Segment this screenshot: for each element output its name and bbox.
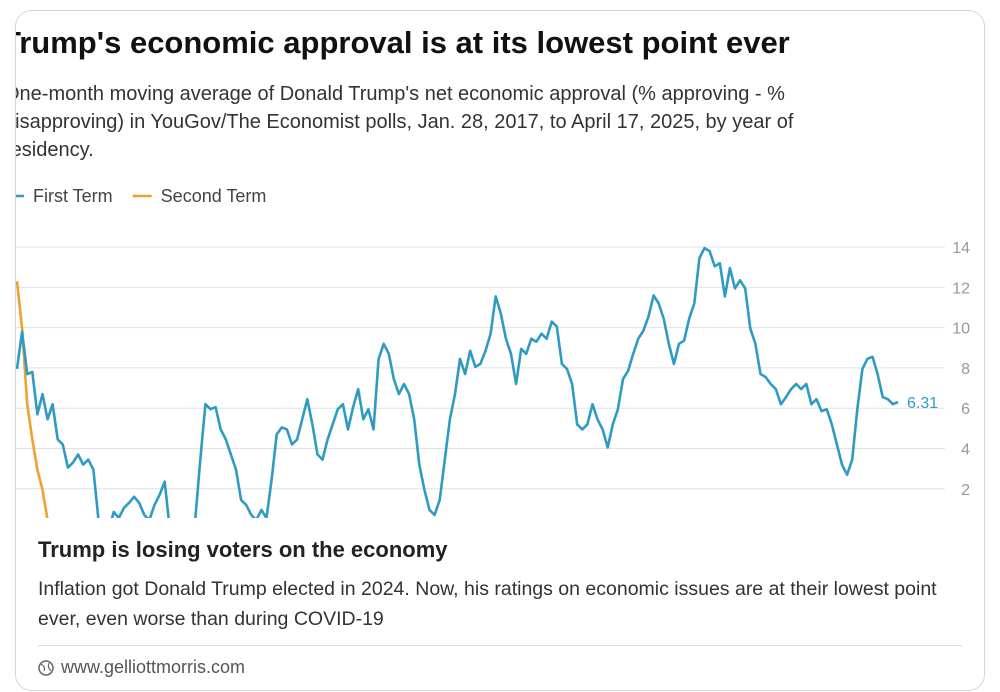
chart-image: Trump's economic approval is at its lowe… [2,25,970,518]
chart-title: Trump's economic approval is at its lowe… [2,25,790,60]
chart-subtitle: residency. [4,139,94,161]
y-tick-label: 8 [961,361,970,378]
y-tick-label: 12 [952,280,970,297]
y-tick-label: 4 [961,442,970,459]
y-tick-label: 10 [952,321,970,338]
card-url[interactable]: www.gelliottmorris.com [61,657,246,677]
chart-subtitle: disapproving) in YouGov/The Economist po… [4,111,794,133]
globe-icon [38,660,54,676]
end-value-label: 6.31 [907,395,938,412]
legend-label: Second Term [161,186,267,206]
card-headline: Trump is losing voters on the economy [38,537,448,562]
globe-icon-detail [40,662,52,672]
legend-label: First Term [33,186,113,206]
chart-subtitle: One-month moving average of Donald Trump… [4,83,785,105]
y-tick-label: 14 [952,240,970,257]
y-tick-label: 2 [961,482,970,499]
series-line [16,246,899,518]
y-tick-label: 6 [961,401,970,418]
card-description: Inflation got Donald Trump elected in 20… [38,578,937,630]
card-border [15,10,985,691]
